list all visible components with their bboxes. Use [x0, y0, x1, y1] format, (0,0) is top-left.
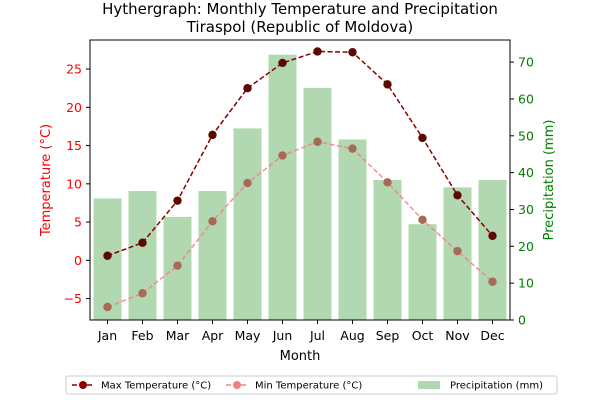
- precip-bar-aug: [338, 139, 367, 320]
- x-tick-label-sep: Sep: [376, 328, 400, 343]
- precip-bar-sep: [373, 180, 402, 320]
- precip-bar-may: [233, 128, 262, 320]
- x-tick-label-aug: Aug: [340, 328, 364, 343]
- x-tick-label-mar: Mar: [166, 328, 190, 343]
- legend-min-temp-marker: [233, 381, 241, 389]
- y-right-tick-label: 40: [518, 165, 534, 180]
- min-temp-line: [107, 140, 493, 308]
- max-temp-point-dec: [488, 231, 497, 241]
- min-temp-point-jun: [278, 151, 287, 160]
- x-tick-label-oct: Oct: [412, 328, 434, 343]
- legend-precip-label: Precipitation (mm): [450, 381, 543, 392]
- y-right-tick-label: 20: [518, 239, 534, 254]
- temperature-lines: [103, 47, 497, 312]
- max-temp-line: [107, 50, 494, 257]
- min-temp-point-jan: [103, 302, 112, 312]
- min-temp-point-dec: [488, 277, 497, 286]
- x-tick-label-jul: Jul: [309, 328, 325, 343]
- y-right-tick-label: 10: [518, 276, 534, 291]
- x-tick-label-may: May: [235, 328, 261, 343]
- y-right-tick-label: 0: [518, 313, 526, 328]
- y-axis-right-label: Precipitation (mm): [542, 120, 557, 241]
- max-temp-point-feb: [138, 238, 147, 247]
- x-tick-label-jun: Jun: [272, 328, 293, 343]
- min-temp-point-mar: [173, 261, 182, 270]
- y-right-tick-label: 30: [518, 202, 534, 217]
- min-temp-point-nov: [453, 246, 462, 256]
- max-temp-point-jun: [278, 58, 287, 68]
- precip-bar-feb: [128, 191, 157, 320]
- min-temp-point-feb: [138, 289, 147, 298]
- y-left-tick-label: −5: [64, 291, 82, 306]
- y-right-tick-label: 50: [518, 128, 534, 143]
- legend-min-temp-label: Min Temperature (°C): [255, 381, 362, 392]
- max-temp-point-mar: [173, 196, 182, 205]
- legend-box: [65, 375, 558, 395]
- y-left-tick-label: 0: [74, 253, 82, 268]
- y-right-tick-label: 70: [518, 55, 534, 70]
- y-left-tick-label: 5: [74, 215, 82, 230]
- x-tick-label-dec: Dec: [480, 328, 504, 343]
- y-left-tick-label: 10: [66, 176, 82, 191]
- y-axis-right: 0 10 20 30 40 50 60 70: [510, 55, 534, 328]
- chart-title-line1: Hythergraph: Monthly Temperature and Pre…: [102, 0, 498, 18]
- precip-bar-dec: [478, 180, 507, 320]
- min-temp-point-sep: [383, 178, 392, 187]
- plot-frame: [89, 39, 511, 321]
- max-temp-point-apr: [208, 130, 217, 140]
- min-temp-point-may: [243, 178, 252, 188]
- max-temp-point-aug: [348, 48, 357, 57]
- max-temp-point-jan: [103, 251, 112, 260]
- max-temp-point-may: [243, 83, 252, 93]
- min-temp-point-jul: [313, 137, 322, 146]
- max-temp-point-nov: [453, 191, 462, 200]
- legend-max-temp-label: Max Temperature (°C): [101, 381, 211, 392]
- y-axis-left-label: Temperature (°C): [39, 124, 54, 237]
- min-temp-point-apr: [208, 217, 217, 226]
- chart-legend: Max Temperature (°C) Min Temperature (°C)…: [65, 375, 558, 395]
- x-tick-label-jan: Jan: [97, 328, 117, 343]
- precip-bar-oct: [408, 224, 437, 320]
- max-temp-point-jul: [313, 47, 322, 56]
- precip-bar-jun: [268, 54, 297, 320]
- max-temp-point-oct: [418, 133, 427, 143]
- x-tick-label-apr: Apr: [202, 328, 224, 343]
- min-temp-point-aug: [348, 144, 357, 153]
- y-left-tick-label: 25: [66, 62, 82, 77]
- x-axis: Jan Feb Mar Apr May Jun Jul Aug Sep Oct Nov Dec: [97, 320, 505, 343]
- x-axis-label: Month: [280, 349, 321, 364]
- precip-bar-apr: [198, 191, 227, 320]
- x-tick-label-feb: Feb: [131, 328, 153, 343]
- chart-title-line2: Tiraspol (Republic of Moldova): [186, 18, 414, 36]
- y-left-tick-label: 20: [66, 100, 82, 115]
- x-tick-label-nov: Nov: [445, 328, 470, 343]
- y-right-tick-label: 60: [518, 91, 534, 106]
- legend-max-temp-marker: [79, 381, 87, 389]
- precipitation-bars: [93, 54, 507, 320]
- y-axis-left: −5 0 5 10 15 20 25: [64, 62, 90, 306]
- min-temp-point-oct: [418, 215, 427, 224]
- y-left-tick-label: 15: [66, 138, 82, 153]
- precip-bar-jul: [303, 87, 332, 320]
- max-temp-point-sep: [383, 80, 392, 89]
- legend-precip-swatch: [418, 381, 440, 389]
